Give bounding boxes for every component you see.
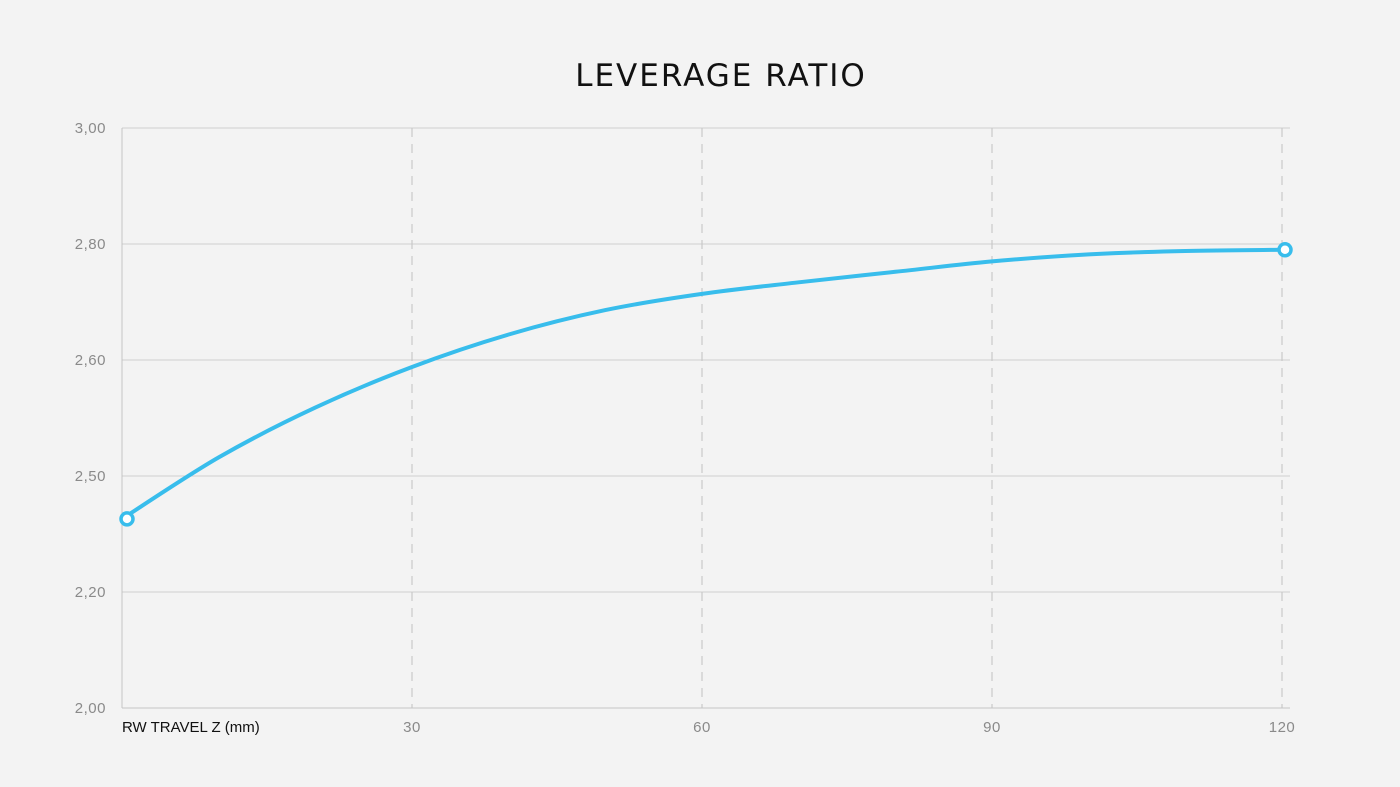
- y-tick-label: 2,00: [75, 700, 106, 717]
- grid-layer: [122, 127, 1290, 709]
- leverage-ratio-line: [120, 247, 1284, 521]
- x-tick-label: 60: [693, 719, 711, 736]
- x-tick-label: 90: [983, 719, 1001, 736]
- y-tick-label: 2,50: [75, 468, 106, 485]
- y-tick-label: 2,60: [75, 352, 106, 369]
- y-tick-label: 2,80: [75, 236, 106, 253]
- y-tick-label: 2,20: [75, 584, 106, 601]
- x-tick-label: 120: [1269, 719, 1296, 736]
- tick-label-layer: 3,00 2,80 2,60 2,50 2,20 2,00 30 60 90 120: [75, 120, 1295, 736]
- y-tick-label: 3,00: [75, 120, 106, 137]
- end-point-marker: [1277, 242, 1293, 258]
- x-tick-label: 30: [403, 719, 421, 736]
- start-point-marker: [119, 511, 135, 527]
- x-axis-label: RW TRAVEL Z (mm): [122, 719, 260, 736]
- series-layer: [119, 242, 1293, 527]
- chart-title: LEVERAGE RATIO: [575, 58, 867, 94]
